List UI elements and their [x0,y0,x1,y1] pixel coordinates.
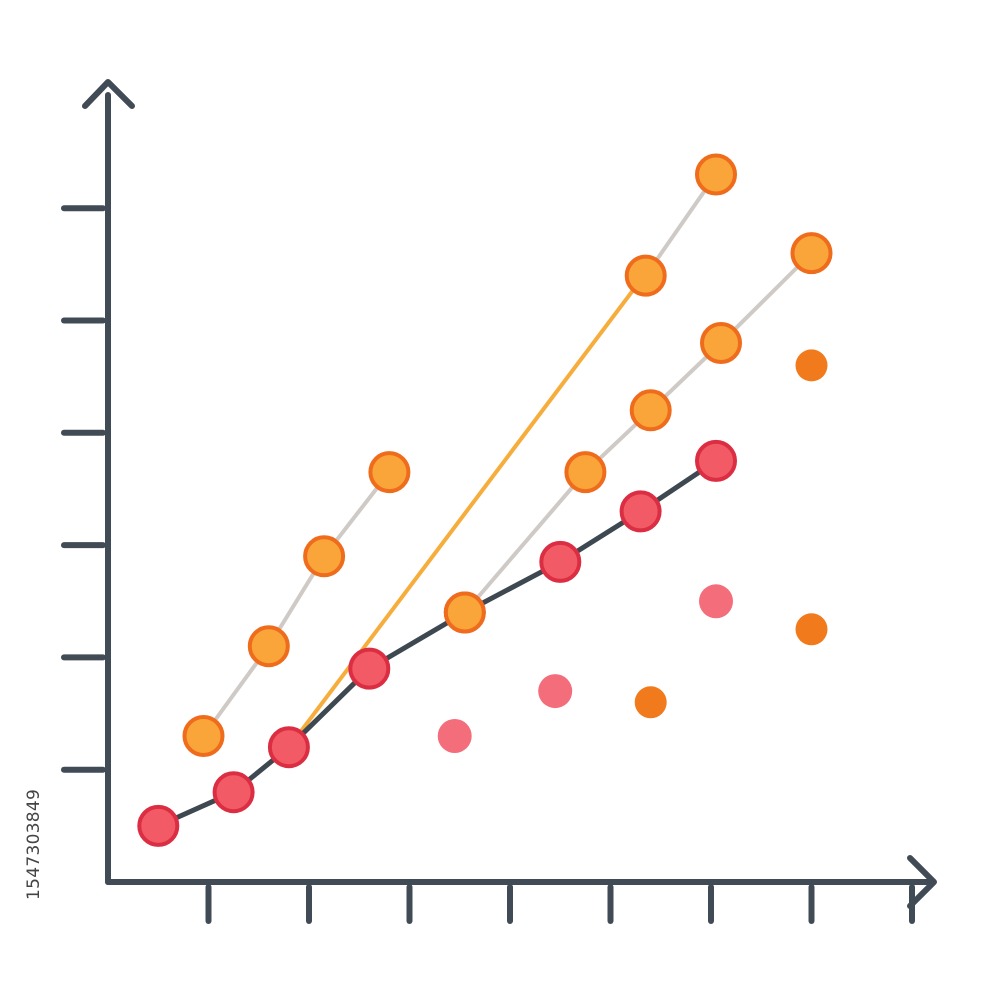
stock-id-label: 1547303849 [24,788,44,900]
arrow-right-icon [907,855,937,909]
data-point-large-red [695,439,737,482]
ticks [61,205,915,924]
data-point-large-orange [624,254,667,297]
series-lines [155,172,814,829]
data-point-large-orange [247,625,290,668]
series-line-gray [201,470,392,738]
data-point-large-orange [303,535,346,578]
series-line-gray [462,251,814,615]
data-point-large-orange [443,591,486,634]
data-point-small-pink [437,719,472,753]
data-point-small-pink [538,674,573,709]
data-point-small-orange [795,613,828,646]
data-point-large-orange [695,153,737,196]
data-point-large-red [137,804,180,847]
data-point-large-orange [790,232,833,275]
data-point-small-orange [795,349,828,382]
data-point-large-orange [700,322,742,364]
data-point-large-orange [564,451,607,494]
data-point-large-orange [629,389,672,432]
data-point-large-orange [182,715,225,757]
data-point-large-red [619,490,662,533]
arrow-up-icon [82,79,135,109]
data-point-small-pink [699,584,733,619]
series-line-orange [286,284,638,750]
data-point-large-red [348,647,391,690]
axes [82,79,937,909]
data-point-small-orange [634,686,667,719]
series-points [137,153,833,847]
data-point-large-red [539,540,582,583]
data-point-large-orange [368,451,411,494]
data-point-large-red [212,771,255,814]
data-point-large-red [267,726,310,769]
